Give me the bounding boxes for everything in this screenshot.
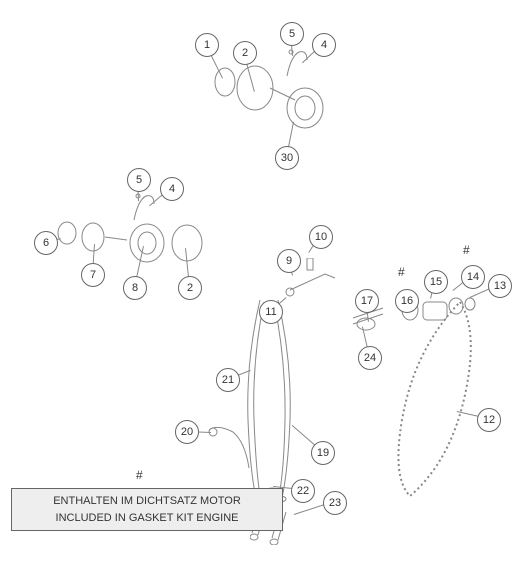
callout-19[interactable]: 19 [311, 441, 335, 465]
callout-5[interactable]: 5 [280, 22, 304, 46]
callout-30[interactable]: 30 [275, 146, 299, 170]
callout-5[interactable]: 5 [127, 168, 151, 192]
note-line-2: INCLUDED IN GASKET KIT ENGINE [20, 510, 274, 527]
callout-15[interactable]: 15 [424, 270, 448, 294]
callout-6[interactable]: 6 [34, 231, 58, 255]
callout-4[interactable]: 4 [312, 33, 336, 57]
callout-23[interactable]: 23 [323, 491, 347, 515]
callout-14[interactable]: 14 [461, 265, 485, 289]
gasket-kit-note: ENTHALTEN IM DICHTSATZ MOTOR INCLUDED IN… [11, 488, 283, 531]
callout-7[interactable]: 7 [81, 263, 105, 287]
note-line-1: ENTHALTEN IM DICHTSATZ MOTOR [20, 493, 274, 510]
part-timing-chain [388, 300, 478, 500]
callout-4[interactable]: 4 [160, 177, 184, 201]
callout-1[interactable]: 1 [195, 33, 219, 57]
callout-16[interactable]: 16 [395, 289, 419, 313]
part-lower-arm [205, 420, 260, 475]
hash-mark: # [463, 243, 470, 257]
callout-12[interactable]: 12 [477, 408, 501, 432]
callout-8[interactable]: 8 [123, 276, 147, 300]
callout-22[interactable]: 22 [291, 479, 315, 503]
callout-21[interactable]: 21 [216, 368, 240, 392]
callout-9[interactable]: 9 [277, 249, 301, 273]
part-fork-top [285, 48, 310, 78]
hash-mark: # [398, 265, 405, 279]
callout-13[interactable]: 13 [488, 274, 512, 298]
callout-2[interactable]: 2 [178, 276, 202, 300]
callout-24[interactable]: 24 [358, 346, 382, 370]
callout-10[interactable]: 10 [309, 225, 333, 249]
part-guide-right [272, 300, 298, 500]
callout-17[interactable]: 17 [355, 289, 379, 313]
part-fork-mid [132, 192, 157, 222]
hash-mark: # [136, 468, 143, 482]
callout-11[interactable]: 11 [259, 300, 283, 324]
callout-2[interactable]: 2 [233, 41, 257, 65]
callout-20[interactable]: 20 [175, 420, 199, 444]
